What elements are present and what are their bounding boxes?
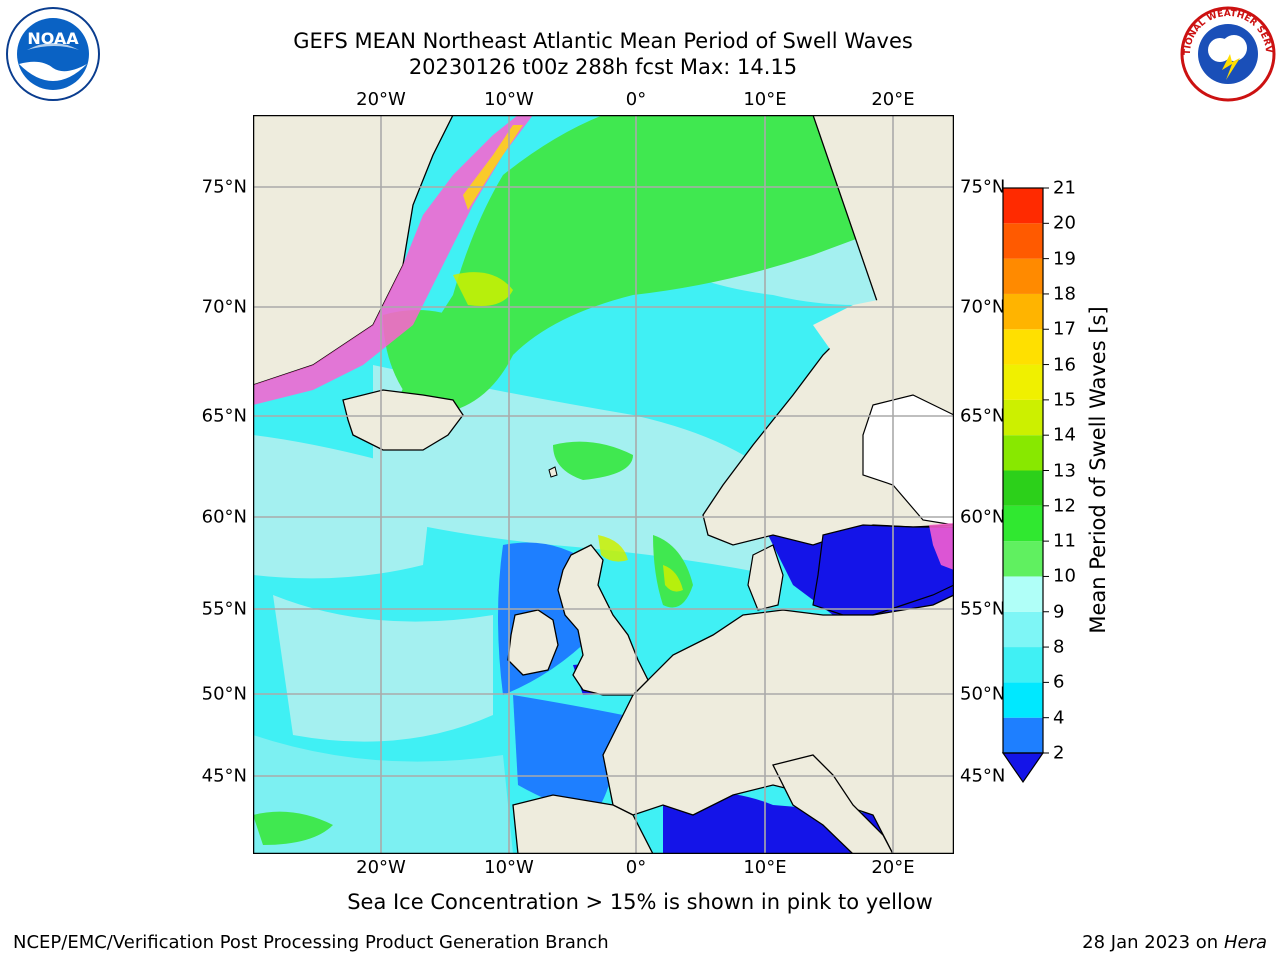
- svg-text:NOAA: NOAA: [27, 29, 79, 48]
- sea-ice-edge-yellow: [463, 125, 523, 210]
- lon-label-bottom: 20°W: [356, 857, 406, 878]
- lat-label-left: 50°N: [201, 683, 247, 705]
- lat-label-left: 55°N: [201, 598, 247, 620]
- lon-label-top: 0°: [625, 89, 647, 110]
- gulf-of-bothnia: [862, 394, 954, 526]
- colorbar-tick-label: 20: [1053, 212, 1076, 234]
- lat-label-right: 65°N: [960, 405, 1006, 427]
- lat-label-left: 70°N: [201, 296, 247, 318]
- baltic-sea: [812, 524, 954, 616]
- land-ireland: [507, 609, 559, 676]
- long-period-swell-field: [253, 115, 953, 845]
- map-frame: [253, 115, 954, 854]
- lon-label-bottom: 20°E: [871, 857, 915, 878]
- land-iceland: [342, 389, 464, 451]
- colorbar-tick-label: 21: [1053, 177, 1076, 199]
- lat-label-right: 50°N: [960, 683, 1006, 705]
- lat-label-right: 70°N: [960, 296, 1006, 318]
- colorbar-segment: [1003, 541, 1043, 577]
- national-weather-service-logo: NATIONAL WEATHER SERVICE: [1176, 0, 1276, 106]
- colorbar-tick-label: 16: [1053, 354, 1076, 376]
- lat-label-right: 60°N: [960, 506, 1006, 528]
- colorbar-tick-label: 18: [1053, 283, 1076, 305]
- colorbar-tick-label: 2: [1053, 742, 1065, 764]
- lat-label-left: 75°N: [201, 176, 247, 198]
- lon-label-bottom: 0°: [625, 857, 647, 878]
- colorbar-tick-label: 6: [1053, 671, 1065, 693]
- colorbar-segment: [1003, 399, 1043, 436]
- footer-date: 28 Jan 2023 on Hera: [1082, 932, 1267, 953]
- footer-credit: NCEP/EMC/Verification Post Processing Pr…: [13, 932, 609, 953]
- colorbar-tick-label: 10: [1053, 565, 1076, 587]
- swell-period-map: [253, 115, 954, 854]
- colorbar-segment: [1003, 717, 1043, 753]
- colorbar-tick-label: 4: [1053, 707, 1065, 729]
- lon-label-top: 10°W: [484, 89, 534, 110]
- colorbar-segment: [1003, 258, 1043, 294]
- lon-label-top: 20°E: [871, 89, 915, 110]
- lon-label-bottom: 10°E: [743, 857, 787, 878]
- lat-label-right: 45°N: [960, 765, 1006, 787]
- sea-ice-baltic: [929, 523, 954, 570]
- colorbar-segment: [1003, 435, 1043, 471]
- lat-label-left: 45°N: [201, 765, 247, 787]
- lon-label-bottom: 10°W: [484, 857, 534, 878]
- colorbar-segment: [1003, 329, 1043, 365]
- land-faroes: [548, 466, 558, 478]
- colorbar-title: Mean Period of Swell Waves [s]: [1086, 306, 1110, 634]
- colorbar-segment: [1003, 188, 1043, 224]
- land-italy: [772, 754, 894, 854]
- colorbar-segment: [1003, 576, 1043, 612]
- colorbar-tick-label: 14: [1053, 424, 1076, 446]
- land-iberia: [512, 794, 654, 854]
- colorbar-tick-label: 11: [1053, 530, 1076, 552]
- colorbar-segment: [1003, 682, 1043, 718]
- colorbar-tick-label: 12: [1053, 495, 1076, 517]
- lat-label-right: 55°N: [960, 598, 1006, 620]
- colorbar-segment: [1003, 470, 1043, 506]
- colorbar-tick-label: 8: [1053, 636, 1065, 658]
- sea-ice-note: Sea Ice Concentration > 15% is shown in …: [347, 890, 933, 914]
- colorbar-segment: [1003, 223, 1043, 259]
- chart-title: GEFS MEAN Northeast Atlantic Mean Period…: [293, 29, 913, 53]
- colorbar-tick-label: 9: [1053, 601, 1065, 623]
- colorbar-extend-arrow: [1001, 752, 1045, 784]
- colorbar-segment: [1003, 611, 1043, 648]
- colorbar: [1001, 187, 1049, 784]
- graticule: [253, 115, 954, 854]
- noaa-logo: NOAA: [5, 6, 101, 106]
- lon-label-top: 20°W: [356, 89, 406, 110]
- colorbar-segment: [1003, 505, 1043, 542]
- lat-label-left: 60°N: [201, 506, 247, 528]
- colorbar-segment: [1003, 293, 1043, 330]
- lat-label-left: 65°N: [201, 405, 247, 427]
- colorbar-tick-label: 15: [1053, 389, 1076, 411]
- footer-machine: Hera: [1223, 932, 1267, 953]
- lat-label-right: 75°N: [960, 176, 1006, 198]
- land-great-britain: [557, 544, 649, 696]
- colorbar-tick-label: 19: [1053, 248, 1076, 270]
- colorbar-tick-label: 13: [1053, 460, 1076, 481]
- colorbar-segment: [1003, 364, 1043, 400]
- colorbar-segment: [1003, 647, 1043, 683]
- colorbar-tick-label: 17: [1053, 318, 1076, 340]
- chart-subtitle: 20230126 t00z 288h fcst Max: 14.15: [408, 55, 798, 79]
- lon-label-top: 10°E: [743, 89, 787, 110]
